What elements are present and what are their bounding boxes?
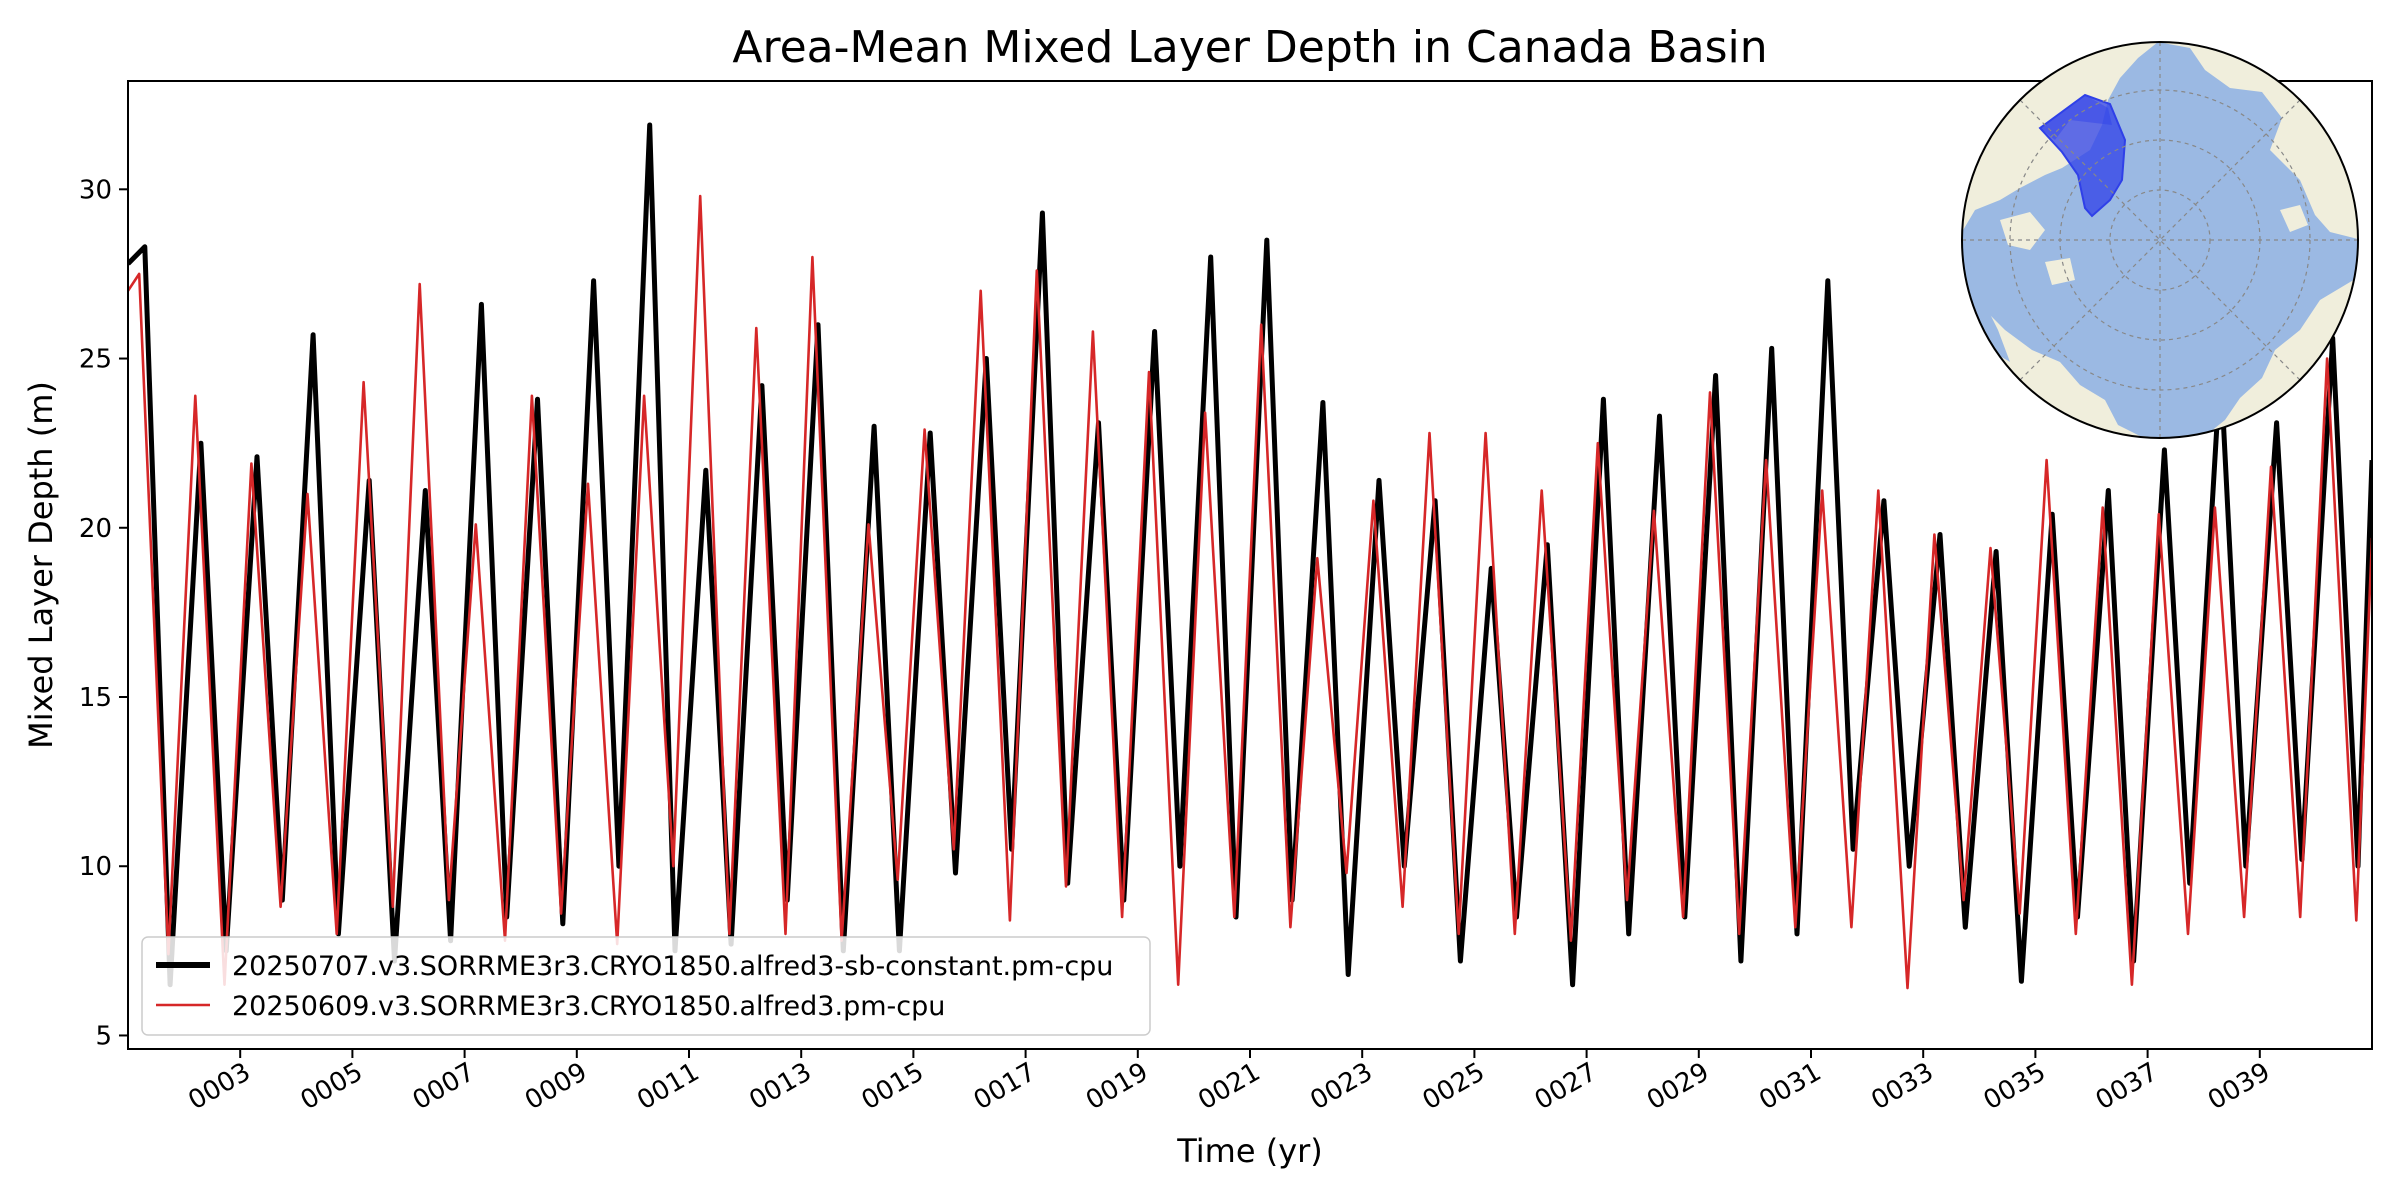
y-tick-label: 15 (79, 683, 112, 713)
y-tick-label: 20 (79, 514, 112, 544)
x-tick-label: 0025 (1418, 1057, 1490, 1116)
x-axis-label: Time (yr) (1176, 1132, 1323, 1170)
y-axis-label: Mixed Layer Depth (m) (22, 381, 60, 749)
x-tick-label: 0005 (296, 1057, 368, 1116)
x-tick-label: 0035 (1979, 1057, 2051, 1116)
x-tick-label: 0017 (969, 1057, 1041, 1116)
y-tick-label: 25 (79, 345, 112, 375)
x-tick-label: 0033 (1866, 1057, 1938, 1116)
x-tick-label: 0023 (1305, 1057, 1377, 1116)
x-tick-label: 0007 (408, 1057, 480, 1116)
legend-box (141, 936, 1151, 1036)
x-tick-label: 0031 (1754, 1057, 1826, 1116)
x-tick-label: 0003 (183, 1057, 255, 1116)
ocean-shape (1962, 42, 2358, 438)
x-tick-label: 0037 (2091, 1057, 2163, 1116)
y-tick-label: 5 (95, 1021, 112, 1051)
x-tick-label: 0015 (857, 1057, 929, 1116)
legend-label-series-2: 20250609.v3.SORRME3r3.CRYO1850.alfred3.p… (232, 991, 945, 1022)
x-tick-label: 0039 (2203, 1057, 2275, 1116)
x-tick-label: 0029 (1642, 1057, 1714, 1116)
x-tick-label: 0021 (1193, 1057, 1265, 1116)
chart-title: Area-Mean Mixed Layer Depth in Canada Ba… (732, 22, 1767, 73)
y-tick-label: 10 (79, 852, 112, 882)
y-tick-label: 30 (79, 175, 112, 205)
x-tick-label: 0013 (744, 1057, 816, 1116)
x-tick-label: 0011 (632, 1057, 704, 1116)
x-tick-label: 0009 (520, 1057, 592, 1116)
legend-label-series-1: 20250707.v3.SORRME3r3.CRYO1850.alfred3-s… (232, 951, 1113, 982)
legend: 20250707.v3.SORRME3r3.CRYO1850.alfred3-s… (141, 936, 1151, 1036)
canada-basin-region (2038, 93, 2127, 218)
arctic-inset-map (1961, 41, 2359, 439)
plot-area (128, 122, 2372, 990)
series-line-2 (128, 194, 2372, 990)
x-tick-label: 0019 (1081, 1057, 1153, 1116)
plot-frame (127, 80, 2373, 1050)
x-tick-label: 0027 (1530, 1057, 1602, 1116)
